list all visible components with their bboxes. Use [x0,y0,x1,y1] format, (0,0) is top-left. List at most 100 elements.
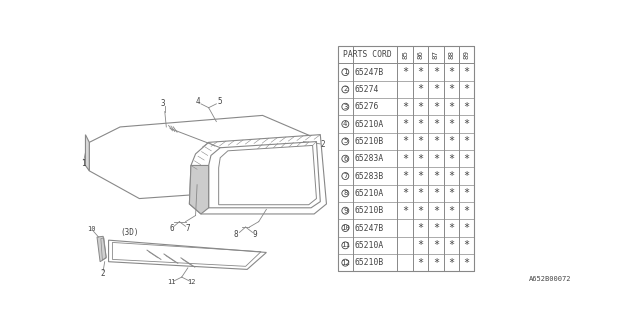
Text: 65274: 65274 [355,85,380,94]
Text: *: * [417,102,424,112]
Text: *: * [417,240,424,250]
Text: *: * [463,67,470,77]
Polygon shape [189,135,326,214]
Polygon shape [90,116,316,198]
Text: *: * [463,240,470,250]
Text: *: * [463,206,470,216]
Text: 65276: 65276 [355,102,380,111]
Text: 6: 6 [170,224,174,233]
Text: *: * [463,119,470,129]
Text: 65283B: 65283B [355,172,384,180]
Text: *: * [463,223,470,233]
Polygon shape [86,135,90,171]
Text: 7: 7 [186,224,190,233]
Text: 2: 2 [343,86,348,92]
Text: 65210B: 65210B [355,137,384,146]
Text: 85: 85 [402,50,408,59]
Text: 10: 10 [87,226,96,232]
Text: 65210A: 65210A [355,189,384,198]
Text: 65210A: 65210A [355,241,384,250]
Text: *: * [433,258,439,268]
Text: 3: 3 [161,99,166,108]
Text: *: * [417,136,424,146]
Text: *: * [433,67,439,77]
Text: *: * [433,136,439,146]
Text: PARTS CORD: PARTS CORD [343,50,392,59]
Text: *: * [433,188,439,198]
Text: 8: 8 [343,190,348,196]
Text: 86: 86 [417,50,424,59]
Text: 8: 8 [234,230,238,239]
Text: *: * [448,136,454,146]
Bar [338,46,474,271]
Polygon shape [209,141,320,208]
Text: A652B00072: A652B00072 [529,276,572,283]
Text: 11: 11 [341,242,350,248]
Text: *: * [433,206,439,216]
Text: 65247B: 65247B [355,68,384,76]
Text: *: * [402,102,408,112]
Text: *: * [417,119,424,129]
Text: *: * [417,154,424,164]
Text: *: * [417,84,424,94]
Text: *: * [463,171,470,181]
Text: *: * [433,154,439,164]
Text: 89: 89 [463,50,470,59]
Text: 9: 9 [253,230,257,239]
Text: 65210B: 65210B [355,258,384,267]
Text: *: * [463,154,470,164]
Text: *: * [433,223,439,233]
Text: *: * [448,240,454,250]
Text: 4: 4 [343,121,348,127]
Text: 65283A: 65283A [355,154,384,163]
Text: *: * [402,119,408,129]
Text: *: * [448,154,454,164]
Text: 12: 12 [187,279,195,285]
Text: *: * [448,188,454,198]
Text: *: * [448,258,454,268]
Text: 11: 11 [166,279,175,285]
Text: *: * [463,136,470,146]
Text: (3D): (3D) [120,228,139,237]
Text: 5: 5 [217,97,221,106]
Text: *: * [433,240,439,250]
Text: 9: 9 [343,208,348,214]
Polygon shape [219,145,316,205]
Polygon shape [189,165,209,214]
Text: *: * [433,102,439,112]
Text: *: * [433,84,439,94]
Text: 65210A: 65210A [355,120,384,129]
Text: *: * [417,171,424,181]
Text: *: * [417,188,424,198]
Text: 7: 7 [343,173,348,179]
Text: 4: 4 [196,97,200,106]
Text: *: * [402,154,408,164]
Text: *: * [417,67,424,77]
Text: *: * [448,119,454,129]
Text: 12: 12 [341,260,350,266]
Text: *: * [417,258,424,268]
Text: *: * [417,223,424,233]
Text: *: * [448,84,454,94]
Text: *: * [463,188,470,198]
Text: *: * [433,119,439,129]
Text: *: * [417,206,424,216]
Polygon shape [109,240,266,269]
Polygon shape [97,236,106,262]
Text: 88: 88 [448,50,454,59]
Text: *: * [448,206,454,216]
Text: 6: 6 [343,156,348,162]
Text: *: * [463,84,470,94]
Text: *: * [402,171,408,181]
Text: *: * [402,188,408,198]
Text: *: * [402,206,408,216]
Text: 2: 2 [100,269,105,278]
Text: *: * [463,258,470,268]
Text: 2: 2 [320,140,325,149]
Text: *: * [402,136,408,146]
Text: 65247B: 65247B [355,223,384,233]
Text: 1: 1 [343,69,348,75]
Text: *: * [402,67,408,77]
Text: *: * [433,171,439,181]
Text: *: * [448,223,454,233]
